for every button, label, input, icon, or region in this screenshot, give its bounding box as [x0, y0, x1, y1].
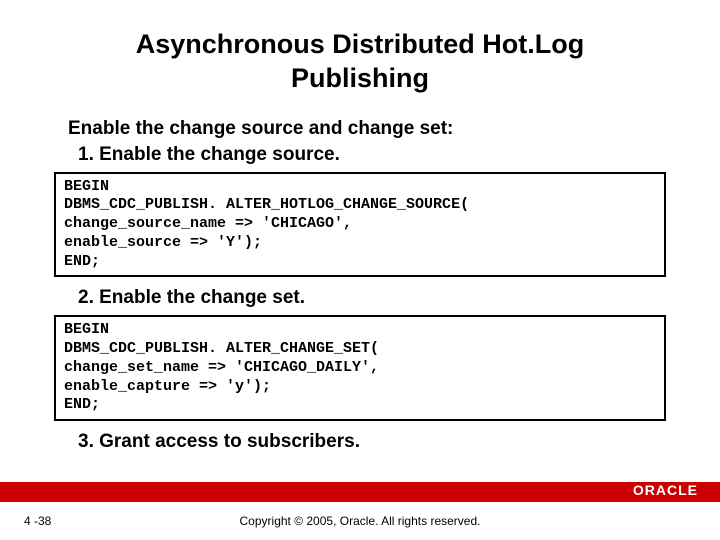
intro-text: Enable the change source and change set: — [68, 118, 670, 140]
slide-container: Asynchronous Distributed Hot.Log Publish… — [0, 0, 720, 540]
step-3: 3. Grant access to subscribers. — [78, 431, 670, 453]
footer-bar — [0, 482, 720, 502]
code-block-2: BEGIN DBMS_CDC_PUBLISH. ALTER_CHANGE_SET… — [54, 315, 666, 421]
code-block-1: BEGIN DBMS_CDC_PUBLISH. ALTER_HOTLOG_CHA… — [54, 172, 666, 278]
oracle-logo: ORACLE — [633, 482, 698, 498]
step-2: 2. Enable the change set. — [78, 287, 670, 309]
copyright-text: Copyright © 2005, Oracle. All rights res… — [0, 514, 720, 528]
slide-title: Asynchronous Distributed Hot.Log Publish… — [50, 28, 670, 96]
step-1: 1. Enable the change source. — [78, 144, 670, 166]
